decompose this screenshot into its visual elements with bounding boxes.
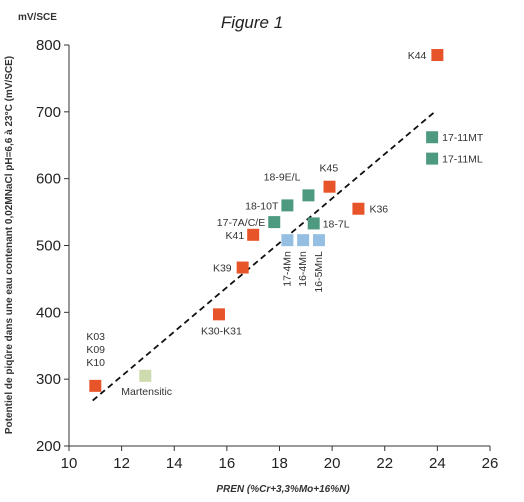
x-tick-label: 26	[482, 455, 499, 472]
y-tick-label: 200	[36, 438, 61, 455]
x-tick-label: 12	[113, 455, 130, 472]
data-point	[89, 379, 102, 392]
data-point	[139, 369, 152, 382]
point-label: 17-11MT	[442, 132, 484, 144]
point-label-line: K10	[86, 357, 105, 369]
x-tick-label: 16	[219, 455, 236, 472]
point-label: K44	[408, 50, 427, 62]
point-label: 16-4Mn	[297, 251, 309, 287]
x-tick-label: 18	[271, 455, 288, 472]
trend-line-group	[92, 111, 436, 402]
point-label: Martensitic	[121, 386, 172, 398]
data-point	[297, 234, 310, 247]
point-label: K45	[319, 163, 338, 175]
point-label: K30-K31	[201, 325, 242, 337]
data-point	[352, 202, 365, 215]
data-point	[281, 199, 294, 212]
data-point	[247, 228, 260, 241]
x-tick-label: 20	[324, 455, 341, 472]
data-point	[268, 216, 281, 229]
data-point	[212, 308, 225, 321]
data-point	[323, 180, 336, 193]
axes: 200 300 400 500 600 700 800 10 12 14 16 18 20 22 24 26	[36, 37, 498, 472]
x-tick-label: 24	[429, 455, 446, 472]
data-point	[426, 152, 439, 165]
y-unit-label: mV/SCE	[18, 12, 57, 23]
x-tick-label: 22	[376, 455, 393, 472]
data-point	[431, 49, 444, 62]
data-point	[307, 217, 320, 230]
y-tick-label: 800	[36, 37, 61, 54]
point-label: K36	[369, 204, 388, 216]
point-label-line: K03	[86, 331, 105, 343]
y-tick-label: 300	[36, 371, 61, 388]
data-point	[302, 189, 315, 202]
point-label: 18-10T	[245, 200, 279, 212]
data-point	[426, 131, 439, 144]
point-label-line: K09	[86, 344, 105, 356]
data-points	[89, 49, 444, 392]
point-label: 16-5MnL	[313, 251, 325, 293]
point-label: 17-7A/C/E	[217, 217, 265, 229]
point-labels: K03 K09 K10 Martensitic K30-K31 K39 K4117-7A/C…	[86, 50, 484, 398]
trend-line	[92, 111, 436, 402]
point-label: K03 K09 K10	[86, 331, 105, 369]
x-tick-label: 10	[61, 455, 78, 472]
y-axis-title: Potentiel de piqûre dans une eau contena…	[4, 56, 15, 434]
x-axis-title: PREN (%Cr+3,3%Mo+16%N)	[216, 484, 350, 495]
point-label: 18-7L	[323, 218, 350, 230]
data-point	[312, 234, 325, 247]
x-tick-label: 14	[166, 455, 183, 472]
point-label: 18-9E/L	[264, 171, 301, 183]
data-point	[236, 261, 249, 274]
y-tick-label: 500	[36, 238, 61, 255]
point-label: 17-11ML	[442, 154, 483, 166]
point-label: K41	[226, 230, 245, 242]
point-label: K39	[213, 263, 232, 275]
point-label: 17-4Mn	[281, 251, 293, 287]
y-tick-label: 700	[36, 104, 61, 121]
y-tick-label: 400	[36, 304, 61, 321]
chart-title: Figure 1	[221, 13, 283, 32]
y-tick-label: 600	[36, 171, 61, 188]
data-point	[281, 234, 294, 247]
